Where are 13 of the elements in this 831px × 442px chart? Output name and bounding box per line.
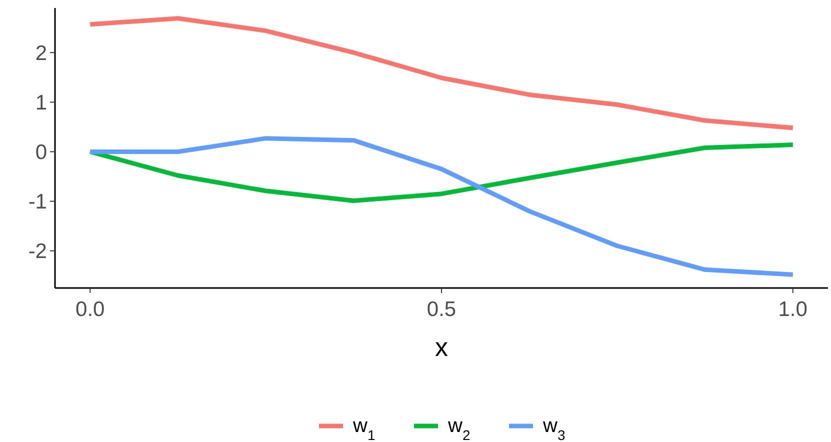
x-tick-label: 1.0 bbox=[778, 298, 808, 321]
x-axis-title: x bbox=[435, 332, 448, 362]
y-tick-label: 1 bbox=[35, 92, 47, 115]
line-series bbox=[88, 16, 796, 130]
legend-label: w$_{3}$ bbox=[542, 415, 566, 442]
y-tick-label: 0 bbox=[35, 141, 47, 164]
y-tick-label: -1 bbox=[28, 190, 47, 214]
legend-label: w$_{1}$ bbox=[352, 415, 376, 442]
y-tick-label: 2 bbox=[35, 42, 47, 65]
x-tick-label: 0.5 bbox=[426, 298, 456, 321]
x-tick-label: 0.0 bbox=[76, 298, 105, 321]
y-tick-label: -2 bbox=[28, 240, 47, 264]
legend-label: w$_{2}$ bbox=[447, 415, 470, 442]
